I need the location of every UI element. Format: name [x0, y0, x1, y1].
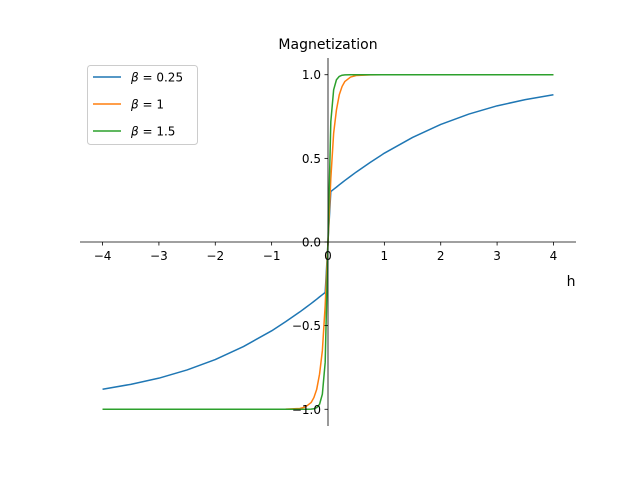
legend-frame: [87, 65, 198, 145]
x-tick-label: −1: [263, 249, 281, 263]
y-tick-label: 0.0: [302, 236, 321, 250]
legend-label-3: β = 1.5: [130, 125, 175, 139]
legend-label-2: β = 1: [130, 98, 164, 112]
x-tick-label: −3: [150, 249, 168, 263]
legend: β = 0.25 β = 1 β = 1.5: [87, 65, 198, 145]
x-tick-label: −2: [206, 249, 224, 263]
x-tick-label: 2: [437, 249, 445, 263]
axes-layer: −4 −3 −2 −1 0 1 2 3 4 1.0 0.5 0.0 −0.5 −1.0: [80, 58, 576, 426]
legend-label-1: β = 0.25: [130, 71, 183, 85]
y-tick-label: 1.0: [302, 68, 321, 82]
chart-title: Magnetization: [278, 37, 377, 53]
x-tick-label: −4: [94, 249, 112, 263]
x-tick-label: 0: [324, 249, 332, 263]
x-tick-label: 3: [493, 249, 501, 263]
y-tick-label: −0.5: [292, 319, 321, 333]
x-tick-label: 1: [381, 249, 389, 263]
x-axis-label: h: [567, 274, 576, 290]
y-tick-label: −1.0: [292, 403, 321, 417]
x-tick-label: 4: [550, 249, 558, 263]
y-tick-label: 0.5: [302, 152, 321, 166]
